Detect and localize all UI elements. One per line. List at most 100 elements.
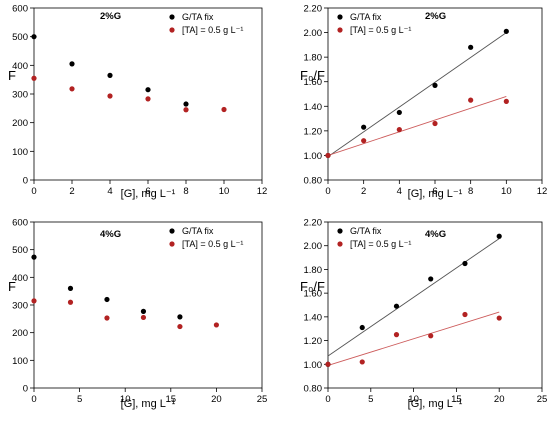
x-tick-label: 0 (325, 394, 330, 405)
data-point-series-2 (393, 332, 400, 338)
data-point-series-2 (145, 96, 151, 102)
data-point-series-1 (432, 82, 438, 88)
x-tick-label: 10 (408, 394, 419, 405)
x-tick-label: 6 (432, 186, 437, 197)
chart-panel-4: 0 5 10 15 20 25 0.80 1.00 1.20 1.40 1.60 1.80 2.00 2.… (300, 218, 547, 411)
data-point-series-2 (104, 315, 110, 321)
y-tick-label: 1.80 (304, 265, 323, 276)
y-tick-label: 2.00 (304, 241, 323, 252)
legend-marker (337, 241, 343, 247)
y-tick-label: 600 (12, 4, 28, 15)
y-tick-label: 0.80 (304, 384, 323, 395)
chart-panel-3: 0 5 10 15 20 25 0 100 200 300 400 500 600 [G], mg L⁻¹… (8, 218, 267, 411)
data-point-series-1 (69, 61, 75, 67)
data-point-series-2 (462, 311, 468, 318)
data-point-series-2 (213, 322, 219, 328)
y-tick-label: 1.20 (304, 126, 323, 137)
legend-label: [TA] = 0.5 g L⁻¹ (350, 239, 411, 249)
x-tick-label: 15 (166, 394, 177, 405)
y-tick-label: 200 (12, 328, 28, 339)
x-tick-label: 6 (145, 186, 150, 197)
x-tick-label: 0 (31, 186, 36, 197)
y-tick-label: 1.00 (304, 360, 323, 371)
y-tick-label: 0 (23, 176, 28, 187)
x-tick-label: 4 (107, 186, 112, 197)
data-point-series-2 (432, 120, 438, 127)
x-tick-label: 8 (468, 186, 473, 197)
x-tick-label: 10 (501, 186, 512, 197)
data-point-series-2 (325, 152, 331, 159)
data-point-series-1 (393, 303, 400, 309)
data-point-series-1 (359, 324, 365, 331)
y-tick-label: 400 (12, 273, 28, 284)
data-point-series-2 (31, 298, 37, 304)
y-tick-label: 500 (12, 32, 28, 43)
y-tick-label: 2.20 (304, 218, 323, 229)
trendline-2 (327, 311, 500, 366)
data-point-series-2 (503, 98, 509, 104)
legend-label: G/TA fix (182, 226, 214, 236)
legend-marker (169, 14, 175, 20)
x-tick-label: 20 (494, 394, 505, 405)
x-tick-label: 5 (77, 394, 82, 405)
x-tick-label: 10 (219, 186, 230, 197)
y-tick-label: 400 (12, 61, 28, 72)
x-tick-label: 20 (211, 394, 222, 405)
trendline-2 (327, 96, 507, 156)
x-tick-label: 15 (451, 394, 462, 405)
y-tick-label: 1.60 (304, 77, 323, 88)
y-tick-label: 0.80 (304, 176, 323, 187)
chart-panel-1: 0 2 4 6 8 10 12 0 100 200 300 400 500 600 [G], mg L⁻¹ F… (8, 4, 267, 201)
data-point-series-1 (361, 124, 367, 130)
legend-marker (169, 241, 175, 247)
y-tick-label: 500 (12, 245, 28, 256)
y-tick-label: 1.40 (304, 102, 323, 113)
x-tick-label: 4 (397, 186, 402, 197)
x-axis-label: [G], mg L⁻¹ (408, 188, 463, 200)
legend-marker (337, 27, 343, 33)
y-tick-label: 200 (12, 118, 28, 129)
data-point-series-2 (69, 86, 75, 92)
x-tick-label: 25 (257, 394, 268, 405)
panel-title: 2%G (100, 11, 121, 22)
data-point-series-1 (104, 296, 110, 303)
y-tick-label: 1.20 (304, 336, 323, 347)
panel-title: 2%G (425, 11, 446, 22)
data-point-series-2 (428, 333, 434, 339)
trendline-1 (327, 238, 500, 357)
data-point-series-2 (325, 361, 331, 367)
x-tick-label: 25 (537, 394, 548, 405)
legend-label: G/TA fix (182, 12, 214, 22)
legend-label: [TA] = 0.5 g L⁻¹ (182, 25, 243, 35)
x-axis-label: [G], mg L⁻¹ (408, 398, 463, 410)
trendline-1 (327, 32, 507, 158)
data-point-series-2 (140, 314, 147, 321)
data-point-series-1 (31, 254, 37, 260)
data-point-series-2 (468, 97, 474, 103)
y-tick-label: 1.80 (304, 53, 323, 64)
x-tick-label: 8 (183, 186, 188, 197)
data-point-series-1 (503, 28, 509, 34)
x-tick-label: 0 (325, 186, 330, 197)
data-point-series-1 (183, 101, 189, 107)
y-axis-label: F (8, 68, 16, 83)
data-point-series-2 (361, 138, 367, 144)
x-tick-label: 2 (69, 186, 74, 197)
data-point-series-1 (67, 285, 74, 291)
data-point-series-2 (221, 106, 227, 113)
data-point-series-1 (107, 72, 113, 78)
x-tick-label: 12 (537, 186, 548, 197)
plot-frame (327, 221, 543, 389)
y-tick-label: 1.60 (304, 289, 323, 300)
x-tick-label: 0 (31, 394, 36, 405)
x-tick-label: 5 (368, 394, 373, 405)
legend-marker (337, 228, 343, 234)
data-point-series-1 (140, 308, 147, 314)
chart-panel-2: 0 2 4 6 8 10 12 0.80 1.00 1.20 1.40 1.60 1.80 2.00 2.2… (300, 4, 547, 201)
data-point-series-2 (183, 107, 189, 113)
y-tick-label: 2.00 (304, 28, 323, 39)
y-axis-label: F₀/F (300, 68, 325, 83)
data-point-series-1 (396, 109, 402, 116)
legend-marker (169, 27, 175, 33)
